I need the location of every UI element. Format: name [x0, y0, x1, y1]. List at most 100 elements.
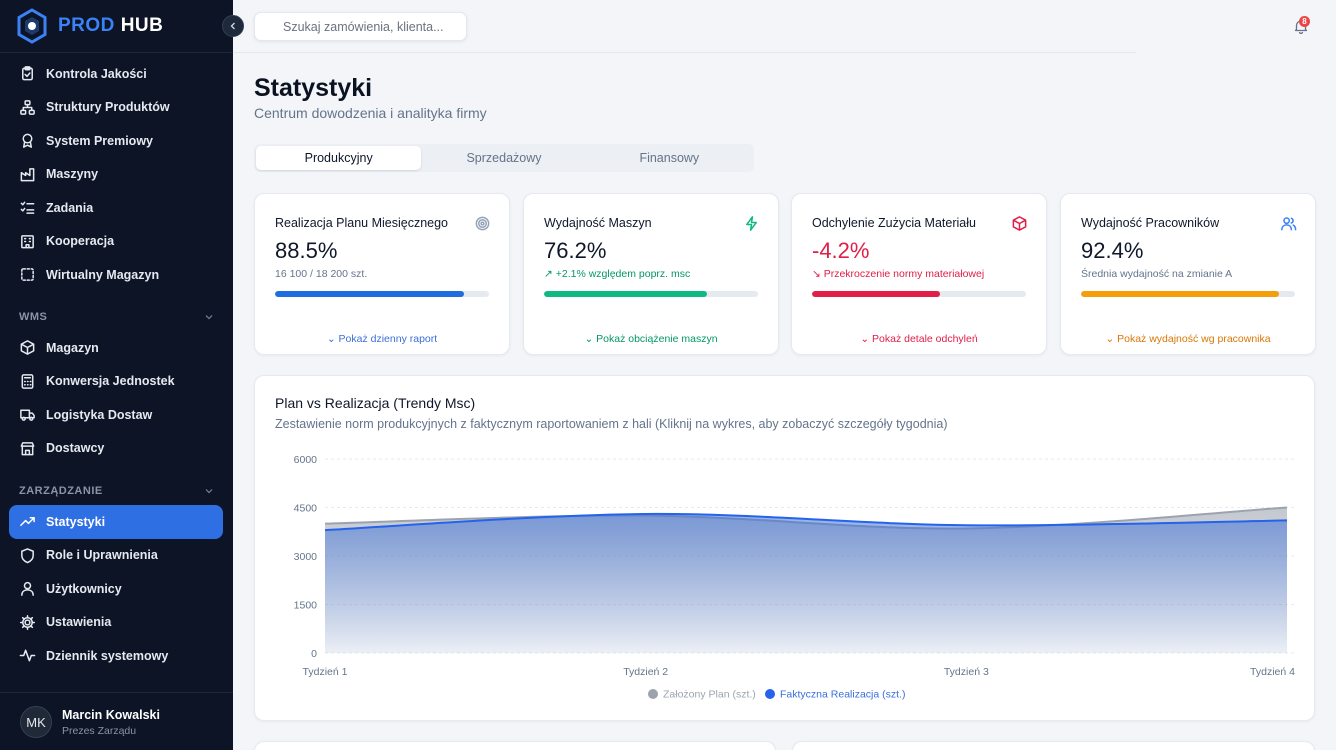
kpi-value: 92.4% [1081, 238, 1144, 263]
x-tick-label: Tydzień 4 [1250, 666, 1295, 678]
kpi-progress-fill [544, 291, 708, 297]
kpi-subtext-label: 16 100 / 18 200 szt. [275, 268, 368, 280]
cube-icon [1011, 215, 1027, 231]
checklist-icon [19, 199, 36, 216]
sidebar-item-label: System Premiowy [46, 133, 153, 148]
sidebar-item-kontrola-jakości[interactable]: Kontrola Jakości [9, 57, 223, 91]
kpi-value: 88.5% [275, 238, 338, 263]
kpi-progress-fill [1081, 291, 1279, 297]
kpi-progress-fill [812, 291, 941, 297]
users-icon [1280, 215, 1297, 231]
sidebar-item-konwersja-jednostek[interactable]: Konwersja Jednostek [9, 365, 223, 399]
kpi-details-link[interactable]: ⌄ Pokaż wydajność wg pracownika [1061, 333, 1315, 345]
x-tick-label: Tydzień 3 [944, 666, 989, 678]
sidebar-item-dostawcy[interactable]: Dostawcy [9, 432, 223, 466]
sidebar: PROD HUB Kontrola Jakości Struktury Produ… [0, 0, 233, 750]
sidebar-collapse-button[interactable] [222, 15, 244, 37]
sidebar-item-label: Konwersja Jednostek [46, 374, 175, 389]
search-input[interactable]: Szukaj zamówienia, klienta... [254, 12, 467, 41]
sidebar-item-magazyn[interactable]: Magazyn [9, 331, 223, 365]
kpi-link-label: Pokaż dzienny raport [338, 333, 438, 345]
sidebar-item-wirtualny-magazyn[interactable]: Wirtualny Magazyn [9, 258, 223, 292]
tab-produkcyjny[interactable]: Produkcyjny [256, 146, 422, 170]
y-tick-label: 0 [311, 648, 317, 660]
sidebar-item-label: Dostawcy [46, 441, 105, 456]
realization-series-line[interactable] [324, 512, 1288, 532]
target-icon [474, 215, 490, 231]
plan-vs-realization-chart-card[interactable]: Plan vs Realizacja (Trendy Msc) Zestawie… [254, 375, 1315, 721]
sidebar-item-kooperacja[interactable]: Kooperacja [9, 225, 223, 259]
sidebar-divider [0, 52, 233, 53]
wms-section-header[interactable]: WMS [19, 311, 214, 323]
kpi-subtext: ↗ +2.1% względem poprz. msc [544, 268, 690, 280]
sidebar-item-label: Wirtualny Magazyn [46, 267, 160, 282]
arrow-down-right-icon: ↘ [812, 268, 824, 280]
notification-badge: 8 [1299, 16, 1310, 27]
kpi-card[interactable]: Odchylenie Zużycia Materiału -4.2% ↘ Prz… [791, 193, 1047, 355]
building-icon [19, 233, 36, 250]
kpi-card[interactable]: Realizacja Planu Miesięcznego 88.5% 16 1… [254, 193, 510, 355]
area-chart[interactable]: 0 1500 3000 4500 6000 Tydzień 1 Tydzień 2 Tydzi… [255, 376, 1316, 722]
brand-logo[interactable]: PROD HUB [16, 8, 163, 44]
activity-icon [19, 647, 36, 664]
sidebar-item-logistyka-dostaw[interactable]: Logistyka Dostaw [9, 398, 223, 432]
y-tick-label: 4500 [294, 503, 318, 515]
hierarchy-icon [19, 99, 36, 116]
bottom-card-left [254, 741, 776, 750]
sidebar-item-label: Struktury Produktów [46, 100, 170, 115]
sidebar-item-label: Kooperacja [46, 234, 115, 249]
award-icon [19, 132, 36, 149]
sidebar-item-label: Ustawienia [46, 615, 112, 630]
kpi-title: Wydajność Pracowników [1081, 216, 1220, 230]
kpi-details-link[interactable]: ⌄ Pokaż dzienny raport [255, 333, 509, 345]
legend-realization-marker [765, 689, 775, 699]
management-section-title: ZARZĄDZANIE [19, 485, 103, 497]
kpi-title: Wydajność Maszyn [544, 216, 652, 230]
tab-sprzedazowy[interactable]: Sprzedażowy [466, 151, 542, 165]
page-subtitle: Centrum dowodzenia i analityka firmy [254, 105, 487, 121]
sidebar-item-label: Kontrola Jakości [46, 66, 147, 81]
x-tick-label: Tydzień 2 [623, 666, 668, 678]
kpi-card[interactable]: Wydajność Maszyn 76.2% ↗ +2.1% względem … [523, 193, 779, 355]
sidebar-item-label: Statystyki [46, 514, 106, 529]
kpi-subtext: ↘ Przekroczenie normy materiałowej [812, 268, 984, 280]
kpi-subtext-label: Średnia wydajność na zmianie A [1081, 268, 1233, 280]
gear-icon [19, 614, 36, 631]
sidebar-item-zadania[interactable]: Zadania [9, 191, 223, 225]
sidebar-item-statystyki[interactable]: Statystyki [9, 505, 223, 539]
package-icon [19, 339, 36, 356]
kpi-value: 76.2% [544, 238, 607, 263]
sidebar-item-label: Magazyn [46, 340, 99, 355]
brand-name: PROD HUB [58, 15, 163, 37]
sidebar-item-dziennik-systemowy[interactable]: Dziennik systemowy [9, 639, 223, 673]
truck-icon [19, 406, 36, 423]
shield-icon [19, 547, 36, 564]
kpi-details-link[interactable]: ⌄ Pokaż detale odchyleń [792, 333, 1046, 345]
y-tick-label: 6000 [294, 454, 318, 466]
sidebar-item-role-i-uprawnienia[interactable]: Role i Uprawnienia [9, 539, 223, 573]
management-section-header[interactable]: ZARZĄDZANIE [19, 485, 214, 497]
kpi-progress-bar [275, 291, 489, 297]
kpi-details-link[interactable]: ⌄ Pokaż obciążenie maszyn [524, 333, 778, 345]
kpi-card[interactable]: Wydajność Pracowników 92.4% Średnia wyda… [1060, 193, 1316, 355]
realization-series-area[interactable] [325, 513, 1287, 653]
page-title: Statystyki [254, 74, 373, 102]
legend-realization-label[interactable]: Faktyczna Realizacja (szt.) [780, 689, 905, 701]
legend-plan-label[interactable]: Założony Plan (szt.) [663, 689, 756, 701]
management-nav: Statystyki Role i Uprawnienia Użytkownicy U… [9, 505, 223, 673]
y-tick-label: 3000 [294, 551, 318, 563]
y-tick-label: 1500 [294, 600, 318, 612]
trending-up-icon [19, 513, 36, 530]
user-icon [19, 580, 36, 597]
arrow-up-right-icon: ↗ [544, 268, 556, 280]
sidebar-item-użytkownicy[interactable]: Użytkownicy [9, 572, 223, 606]
sidebar-item-ustawienia[interactable]: Ustawienia [9, 606, 223, 640]
user-profile[interactable]: MK Marcin Kowalski Prezes Zarządu [20, 706, 160, 738]
sidebar-item-struktury-produktów[interactable]: Struktury Produktów [9, 91, 223, 125]
sidebar-item-system-premiowy[interactable]: System Premiowy [9, 124, 223, 158]
tab-finansowy[interactable]: Finansowy [639, 151, 700, 165]
kpi-progress-bar [1081, 291, 1295, 297]
sidebar-item-maszyny[interactable]: Maszyny [9, 158, 223, 192]
main-nav: Kontrola Jakości Struktury Produktów Syste… [9, 57, 223, 292]
sidebar-item-label: Użytkownicy [46, 581, 122, 596]
